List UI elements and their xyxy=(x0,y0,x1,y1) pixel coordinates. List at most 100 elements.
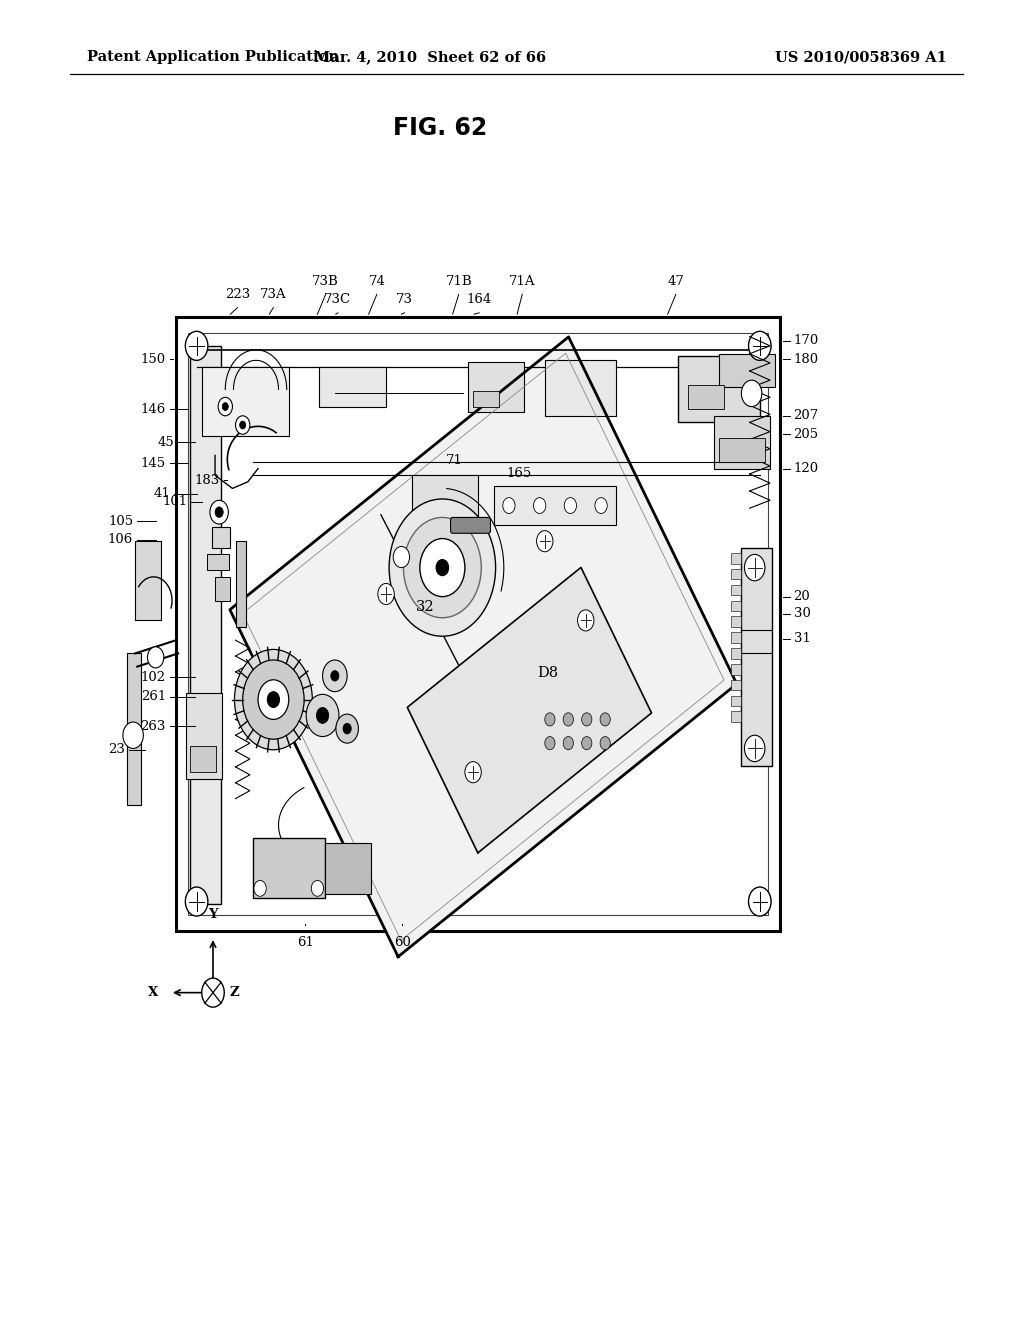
Bar xyxy=(319,367,386,407)
Text: Y: Y xyxy=(208,908,218,921)
Bar xyxy=(494,486,616,525)
Bar xyxy=(186,693,222,779)
Bar xyxy=(731,680,741,690)
Text: 60: 60 xyxy=(394,936,411,949)
Text: 71A: 71A xyxy=(509,275,536,288)
Circle shape xyxy=(218,397,232,416)
Bar xyxy=(731,553,741,564)
Text: US 2010/0058369 A1: US 2010/0058369 A1 xyxy=(775,50,947,65)
Text: 102: 102 xyxy=(140,671,166,684)
Circle shape xyxy=(185,331,208,360)
Polygon shape xyxy=(408,568,651,853)
Bar xyxy=(731,632,741,643)
Circle shape xyxy=(578,610,594,631)
Circle shape xyxy=(147,647,164,668)
Circle shape xyxy=(258,680,289,719)
Circle shape xyxy=(234,649,312,750)
Text: 45: 45 xyxy=(158,436,174,449)
Text: 180: 180 xyxy=(794,352,819,366)
Circle shape xyxy=(582,713,592,726)
Circle shape xyxy=(744,554,765,581)
Bar xyxy=(253,838,325,898)
Bar xyxy=(468,362,524,412)
Circle shape xyxy=(545,737,555,750)
Text: 150: 150 xyxy=(140,352,166,366)
Circle shape xyxy=(393,546,410,568)
Bar xyxy=(719,354,775,387)
Text: FIG. 62: FIG. 62 xyxy=(393,116,487,140)
Text: Patent Application Publication: Patent Application Publication xyxy=(87,50,339,65)
Bar xyxy=(731,648,741,659)
Text: 183: 183 xyxy=(195,474,220,487)
Circle shape xyxy=(545,713,555,726)
Circle shape xyxy=(210,500,228,524)
Text: 47: 47 xyxy=(668,275,684,288)
Text: 32: 32 xyxy=(416,601,434,614)
Text: 71B: 71B xyxy=(445,275,472,288)
Circle shape xyxy=(389,499,496,636)
Bar xyxy=(473,391,499,407)
Text: 31: 31 xyxy=(794,632,810,645)
Bar xyxy=(188,333,768,915)
Bar xyxy=(731,601,741,611)
Bar xyxy=(545,360,616,416)
Circle shape xyxy=(537,531,553,552)
Bar xyxy=(731,569,741,579)
FancyBboxPatch shape xyxy=(451,517,490,533)
Bar xyxy=(176,317,780,931)
Circle shape xyxy=(267,692,280,708)
Text: 164: 164 xyxy=(467,293,492,306)
Circle shape xyxy=(202,978,224,1007)
Text: 73B: 73B xyxy=(312,275,339,288)
Bar xyxy=(190,346,221,904)
Bar xyxy=(207,554,229,570)
Text: 61: 61 xyxy=(297,936,313,949)
Text: 105: 105 xyxy=(108,515,133,528)
Circle shape xyxy=(316,708,329,723)
Circle shape xyxy=(123,722,143,748)
Circle shape xyxy=(403,517,481,618)
Circle shape xyxy=(311,880,324,896)
Circle shape xyxy=(744,735,765,762)
Circle shape xyxy=(222,403,228,411)
Bar xyxy=(215,577,230,601)
Bar xyxy=(719,438,765,462)
Text: D8: D8 xyxy=(538,667,558,680)
Circle shape xyxy=(582,737,592,750)
Text: 145: 145 xyxy=(140,457,166,470)
Circle shape xyxy=(749,331,771,360)
Circle shape xyxy=(595,498,607,513)
Circle shape xyxy=(600,737,610,750)
Text: 71: 71 xyxy=(445,454,462,467)
Bar xyxy=(731,616,741,627)
Circle shape xyxy=(600,713,610,726)
Circle shape xyxy=(236,416,250,434)
Bar xyxy=(731,585,741,595)
Text: 20: 20 xyxy=(794,590,810,603)
Text: 165: 165 xyxy=(507,467,532,480)
Text: 106: 106 xyxy=(108,533,133,546)
Circle shape xyxy=(465,762,481,783)
Circle shape xyxy=(243,660,304,739)
Circle shape xyxy=(254,880,266,896)
Circle shape xyxy=(343,723,351,734)
Bar xyxy=(236,541,246,627)
Circle shape xyxy=(185,887,208,916)
Circle shape xyxy=(436,560,449,576)
Circle shape xyxy=(215,507,223,517)
Bar xyxy=(731,664,741,675)
Circle shape xyxy=(563,737,573,750)
Circle shape xyxy=(741,380,762,407)
Circle shape xyxy=(563,713,573,726)
Circle shape xyxy=(534,498,546,513)
Circle shape xyxy=(564,498,577,513)
Bar xyxy=(325,843,371,894)
Text: 170: 170 xyxy=(794,334,819,347)
Circle shape xyxy=(336,714,358,743)
Text: Z: Z xyxy=(229,986,240,999)
Text: 205: 205 xyxy=(794,428,819,441)
Bar xyxy=(741,548,772,766)
Bar xyxy=(135,541,161,620)
Text: X: X xyxy=(147,986,158,999)
Bar xyxy=(212,527,230,548)
